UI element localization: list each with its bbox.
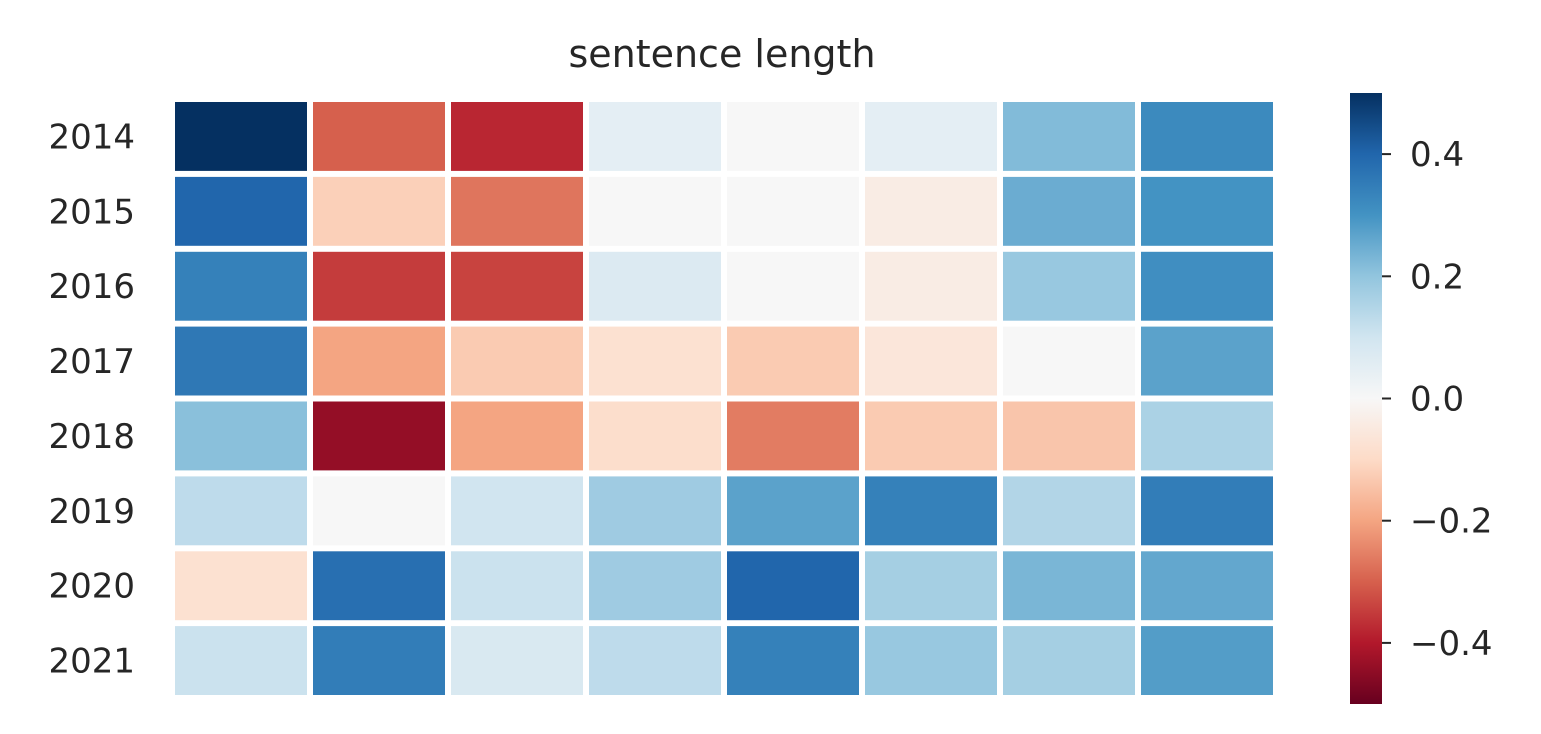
heatmap-cell [865, 251, 997, 321]
heatmap-cell [175, 251, 307, 321]
heatmap-cell [1141, 102, 1273, 171]
heatmap-cell [727, 102, 859, 171]
heatmap-cell [1003, 176, 1135, 246]
heatmap-cell [865, 326, 997, 396]
heatmap-cell [865, 401, 997, 471]
heatmap-cell [589, 251, 721, 321]
row-label: 2017 [48, 342, 135, 382]
heatmap-cell [451, 551, 583, 621]
heatmap-cell [451, 251, 583, 321]
heatmap-cell [175, 102, 307, 171]
heatmap-cell [451, 326, 583, 396]
row-labels: 2014 2015 2016 2017 2018 2019 2020 2021 [48, 117, 135, 681]
heatmap-cell [727, 626, 859, 695]
heatmap-cell [175, 551, 307, 621]
row-label: 2016 [48, 267, 135, 307]
heatmap-cell [727, 176, 859, 246]
row-label: 2019 [48, 492, 135, 532]
heatmap-cell [313, 626, 445, 695]
heatmap-cell [313, 251, 445, 321]
heatmap-cell [1141, 551, 1273, 621]
heatmap-cell [865, 176, 997, 246]
row-label: 2015 [48, 192, 135, 232]
heatmap-cell [451, 401, 583, 471]
heatmap-cell [727, 326, 859, 396]
heatmap-cell [589, 626, 721, 695]
heatmap-cell [1003, 551, 1135, 621]
heatmap-cell [1141, 176, 1273, 246]
heatmap-cell [175, 326, 307, 396]
heatmap-cell [313, 476, 445, 546]
colorbar-tick-label: 0.2 [1410, 257, 1464, 297]
row-label: 2020 [48, 567, 135, 607]
heatmap-cell [1141, 251, 1273, 321]
heatmap-cell [727, 401, 859, 471]
heatmap-cell [1003, 476, 1135, 546]
heatmap-cell [175, 626, 307, 695]
heatmap-cell [589, 326, 721, 396]
heatmap-cell [727, 251, 859, 321]
heatmap-cell [451, 476, 583, 546]
heatmap-cell [313, 102, 445, 171]
heatmap-cell [589, 401, 721, 471]
heatmap-cell [1003, 401, 1135, 471]
heatmap-cell [1141, 476, 1273, 546]
heatmap-cell [727, 551, 859, 621]
heatmap-cell [313, 401, 445, 471]
heatmap-cell [589, 476, 721, 546]
colorbar-tick-label: −0.4 [1410, 624, 1493, 664]
colorbar-ticks: 0.4 0.2 0.0 −0.2 −0.4 [1382, 135, 1493, 664]
heatmap-cell [451, 102, 583, 171]
heatmap-cell [1141, 326, 1273, 396]
heatmap-cell [1003, 626, 1135, 695]
row-label: 2014 [48, 117, 135, 157]
heatmap-cell [865, 551, 997, 621]
colorbar-tick-label: −0.2 [1410, 502, 1493, 542]
heatmap-cell [727, 476, 859, 546]
heatmap-cell [1003, 251, 1135, 321]
heatmap-cell [1141, 626, 1273, 695]
heatmap-cell [1003, 102, 1135, 171]
heatmap-cell [589, 551, 721, 621]
heatmap-cell [865, 476, 997, 546]
heatmap-cell [175, 176, 307, 246]
colorbar-gradient [1350, 93, 1382, 704]
colorbar-tick-label: 0.4 [1410, 135, 1464, 175]
heatmap-cell [313, 176, 445, 246]
heatmap-cell [451, 176, 583, 246]
heatmap-cell [175, 476, 307, 546]
chart-title: sentence length [568, 32, 875, 76]
heatmap-cell [865, 102, 997, 171]
colorbar-tick-label: 0.0 [1410, 380, 1464, 420]
heatmap-cell [313, 326, 445, 396]
heatmap-cell [1141, 401, 1273, 471]
heatmap-cell [865, 626, 997, 695]
heatmap-cell [313, 551, 445, 621]
heatmap-cell [589, 176, 721, 246]
heatmap-cell [451, 626, 583, 695]
row-label: 2021 [48, 642, 135, 682]
heatmap-cell [1003, 326, 1135, 396]
heatmap-cell [589, 102, 721, 171]
colorbar: 0.4 0.2 0.0 −0.2 −0.4 [1350, 93, 1493, 704]
row-label: 2018 [48, 417, 135, 457]
heatmap-cells [175, 102, 1273, 695]
heatmap-cell [175, 401, 307, 471]
